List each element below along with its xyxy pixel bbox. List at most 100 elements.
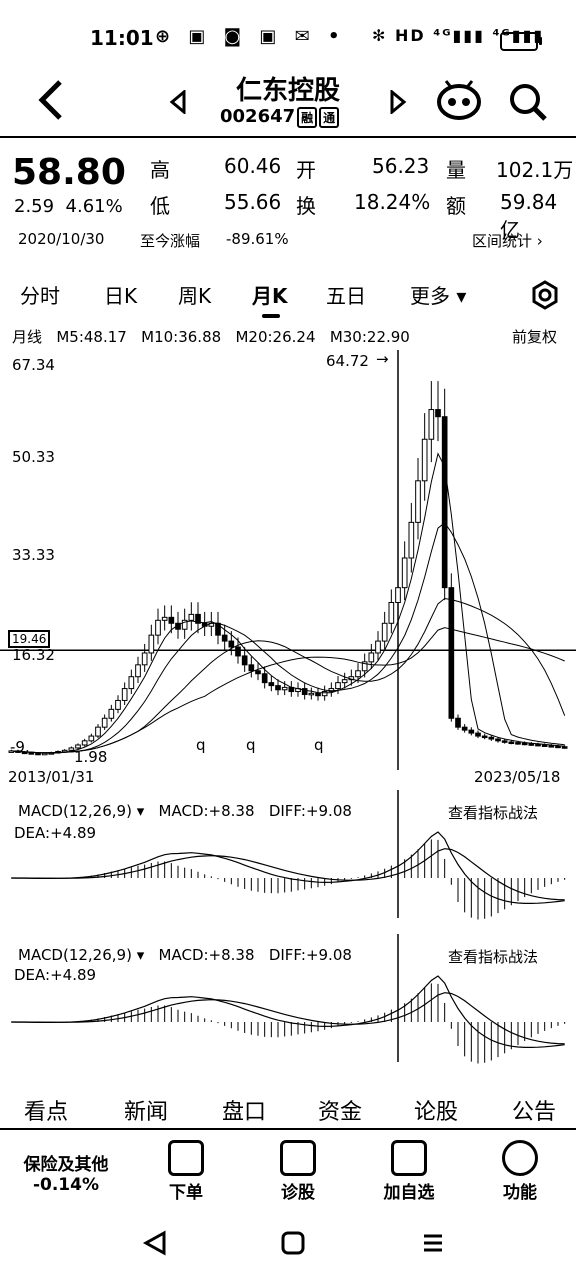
candle-body xyxy=(315,692,321,697)
adjust-mode[interactable]: 前复权 xyxy=(512,328,558,346)
macd2-strategy-link[interactable]: 查看指标战法 xyxy=(448,948,539,966)
dea-line xyxy=(11,848,565,901)
margin-tag: 融 xyxy=(297,107,318,128)
next-stock-icon[interactable] xyxy=(388,90,408,114)
macd1-dea: DEA:+4.89 xyxy=(14,824,97,842)
candle-body xyxy=(281,686,288,691)
candle-body xyxy=(541,744,548,747)
tab-orderbook[interactable]: 盘口 xyxy=(222,1100,267,1125)
candle-body xyxy=(335,682,341,690)
candle-body xyxy=(148,634,155,654)
event-marker-1[interactable]: q xyxy=(196,736,206,754)
tab-announcements[interactable]: 公告 xyxy=(512,1100,557,1125)
tab-discussion[interactable]: 论股 xyxy=(414,1100,459,1125)
y-tick-1: 50.33 xyxy=(12,448,55,466)
candle-body xyxy=(108,708,115,719)
candle-body xyxy=(501,740,508,743)
candle-body xyxy=(68,747,75,751)
ma30-line xyxy=(11,627,565,754)
search-icon[interactable] xyxy=(508,82,548,122)
candle-body xyxy=(381,622,388,642)
signal-icons: ✻ HD ⁴ᴳ▮▮▮ ⁴ᴳ▮▮▮ xyxy=(372,26,545,45)
candle-body xyxy=(321,691,328,697)
diagnose-icon xyxy=(280,1140,316,1176)
candle-body xyxy=(408,521,415,559)
price-change-pct: 4.61% xyxy=(65,196,123,217)
robot-assistant-icon[interactable] xyxy=(436,80,482,122)
candle-body xyxy=(481,735,488,739)
quote-date: 2020/10/30 xyxy=(18,230,105,248)
back-icon[interactable] xyxy=(34,78,68,122)
macd2-diff: DIFF:+9.08 xyxy=(268,946,352,964)
status-time: 11:01 xyxy=(90,26,154,50)
sector-name: 保险及其他 xyxy=(23,1155,109,1175)
high-value: 60.46 xyxy=(224,154,282,178)
open-label: 开 xyxy=(296,158,316,182)
diagnose-button[interactable]: 诊股 xyxy=(268,1134,328,1203)
macd2-label[interactable]: MACD(12,26,9) xyxy=(18,946,132,964)
last-price: 58.80 xyxy=(12,152,126,193)
tab-monthly[interactable]: 月K xyxy=(252,284,288,308)
candle-body xyxy=(475,732,481,737)
macd-chart-2[interactable] xyxy=(0,934,576,1064)
ma-legend: 月线 M5:48.17 M10:36.88 M20:26.24 M30:22.9… xyxy=(12,326,572,347)
turnover-value: 18.24% xyxy=(354,190,431,214)
order-button[interactable]: 下单 xyxy=(156,1134,216,1203)
tab-highlights[interactable]: 看点 xyxy=(24,1100,69,1125)
candle-body xyxy=(155,619,161,636)
ma5-line xyxy=(11,452,565,754)
volume-value: 102.1万 xyxy=(496,158,574,182)
macd1-strategy-link[interactable]: 查看指标战法 xyxy=(448,804,539,822)
candle-body xyxy=(128,676,135,690)
tab-five-day[interactable]: 五日 xyxy=(326,284,366,308)
macd1-diff: DIFF:+9.08 xyxy=(268,802,352,820)
settings-gear-icon[interactable] xyxy=(530,280,560,310)
macd2-header: MACD(12,26,9) ▾ MACD:+8.38 DIFF:+9.08 xyxy=(18,946,352,964)
candle-body xyxy=(388,602,395,624)
event-marker-3[interactable]: q xyxy=(314,736,324,754)
tab-funds[interactable]: 资金 xyxy=(318,1100,363,1125)
prev-stock-icon[interactable] xyxy=(168,90,188,114)
candle-body xyxy=(275,685,281,691)
active-tab-indicator xyxy=(262,314,280,318)
kline-chart[interactable] xyxy=(0,350,576,790)
add-watchlist-button[interactable]: 加自选 xyxy=(370,1134,448,1203)
diagnose-label: 诊股 xyxy=(281,1183,315,1203)
candle-body xyxy=(421,438,428,482)
tab-minute[interactable]: 分时 xyxy=(20,284,60,308)
candle-body xyxy=(435,409,441,418)
tab-daily[interactable]: 日K xyxy=(104,284,138,308)
event-marker-2[interactable]: q xyxy=(246,736,256,754)
candle-body xyxy=(221,634,228,642)
functions-button[interactable]: 功能 xyxy=(490,1134,550,1203)
candle-body xyxy=(95,726,101,737)
nav-recents-icon[interactable] xyxy=(420,1230,446,1256)
range-stats-link[interactable]: 区间统计 › xyxy=(472,232,543,250)
candle-body xyxy=(468,729,475,734)
candle-body xyxy=(181,619,188,630)
sector-change: -0.14% xyxy=(32,1175,100,1195)
header-divider xyxy=(0,136,576,138)
sector-indicator[interactable]: 保险及其他 -0.14% xyxy=(10,1150,122,1195)
stock-header: 仁东控股 002647 融通 xyxy=(0,70,576,134)
candle-body xyxy=(75,744,81,749)
candle-body xyxy=(88,735,95,742)
candle-body xyxy=(135,664,141,678)
tab-weekly[interactable]: 周K xyxy=(178,284,212,308)
macd1-macd: MACD:+8.38 xyxy=(158,802,255,820)
tab-news[interactable]: 新闻 xyxy=(124,1100,169,1125)
macd-chart-1[interactable] xyxy=(0,790,576,920)
macd1-header: MACD(12,26,9) ▾ MACD:+8.38 DIFF:+9.08 xyxy=(18,802,352,820)
stock-code: 002647 xyxy=(220,106,296,127)
candle-body xyxy=(368,652,375,663)
nav-home-icon[interactable] xyxy=(280,1230,306,1256)
candle-body xyxy=(441,416,448,589)
tab-more[interactable]: 更多 ▾ xyxy=(410,284,467,308)
add-watchlist-icon xyxy=(391,1140,427,1176)
ma-period-label: 月线 xyxy=(12,328,43,346)
low-label: 低 xyxy=(150,194,170,218)
candle-body xyxy=(528,743,535,746)
macd1-label[interactable]: MACD(12,26,9) xyxy=(18,802,132,820)
candle-body xyxy=(81,740,88,746)
nav-back-icon[interactable] xyxy=(142,1230,168,1256)
